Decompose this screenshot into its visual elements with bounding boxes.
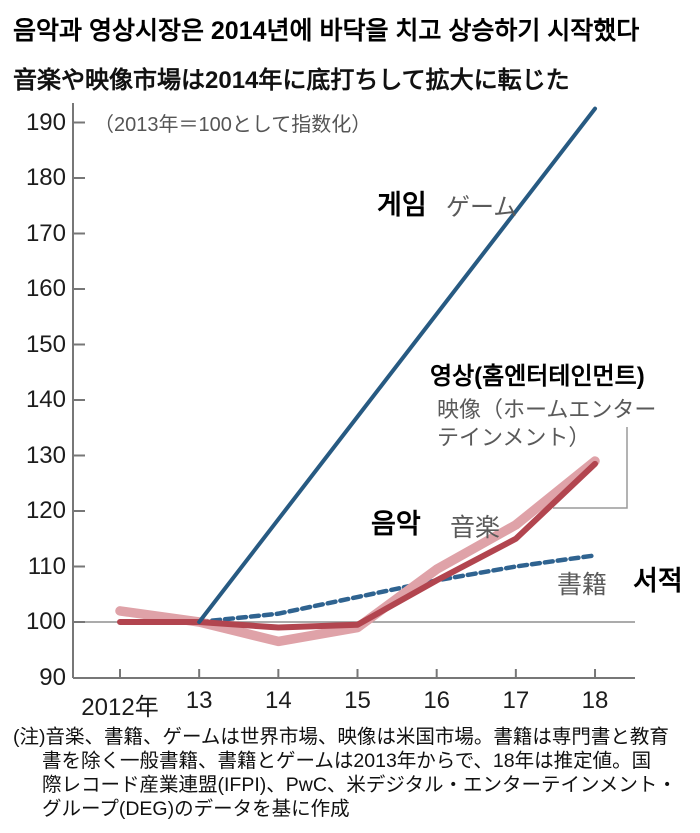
y-tick-label: 120	[25, 497, 66, 524]
y-tick-label: 180	[25, 164, 66, 191]
x-tick-label: 13	[185, 687, 213, 714]
y-tick-label: 110	[27, 552, 66, 580]
video-series-label-japanese: 映像（ホームエンター テインメント）	[437, 397, 657, 450]
game-series-label-japanese: ゲーム	[446, 194, 518, 221]
x-tick-label: 16	[423, 687, 451, 714]
books-series-label-korean: 서적	[633, 566, 683, 596]
y-tick-label: 190	[25, 108, 66, 136]
x-tick-label: 14	[264, 687, 292, 714]
y-tick-label: 140	[25, 386, 66, 413]
x-tick-label: 2012年	[81, 694, 159, 721]
y-tick-label: 170	[25, 219, 66, 247]
music-series-label-korean: 음악	[371, 509, 421, 539]
x-tick-label: 17	[502, 687, 530, 714]
index-unit-note: （2013年＝100として指数化）	[94, 114, 372, 136]
game-series-label-korean: 게임	[377, 190, 427, 220]
series-line-game	[197, 106, 598, 624]
source-note-line: グループ(DEG)のデータを基に作成	[42, 798, 350, 820]
books-series-label-japanese: 書籍	[557, 571, 608, 599]
series-line-music	[117, 460, 599, 631]
x-tick-label: 18	[581, 687, 609, 714]
series-line-books	[196, 553, 598, 625]
y-tick-label: 130	[25, 441, 66, 469]
source-note-line: 書を除く一般書籍、書籍とゲームは2013年からで、18年は推定値。国	[42, 750, 652, 772]
x-tick-label: 15	[344, 687, 371, 714]
source-note-line: (注)音楽、書籍、ゲームは世界市場、映像は米国市場。書籍は専門書と教育	[13, 726, 669, 748]
page-title-korean: 음악과 영상시장은 2014년에 바닥을 치고 상승하기 시작했다	[13, 17, 640, 45]
page-title-japanese: 音楽や映像市場は2014年に底打ちして拡大に転じた	[13, 67, 570, 94]
source-note: (注)音楽、書籍、ゲームは世界市場、映像は米国市場。書籍は専門書と教育 書を除く…	[13, 725, 695, 821]
y-tick-label: 160	[25, 275, 66, 302]
y-tick-label: 90	[39, 663, 66, 691]
y-tick-label: 150	[25, 330, 66, 358]
y-tick-label: 100	[25, 608, 66, 635]
video-label-callout-bracket	[553, 427, 628, 509]
series-line-video	[115, 456, 600, 647]
source-note-line: 際レコード産業連盟(IFPI)、PwC、米デジタル・エンターテインメント・	[42, 774, 677, 796]
music-series-label-japanese: 音楽	[450, 514, 501, 542]
video-series-label-korean: 영상(홈엔터테인먼트)	[430, 363, 645, 390]
